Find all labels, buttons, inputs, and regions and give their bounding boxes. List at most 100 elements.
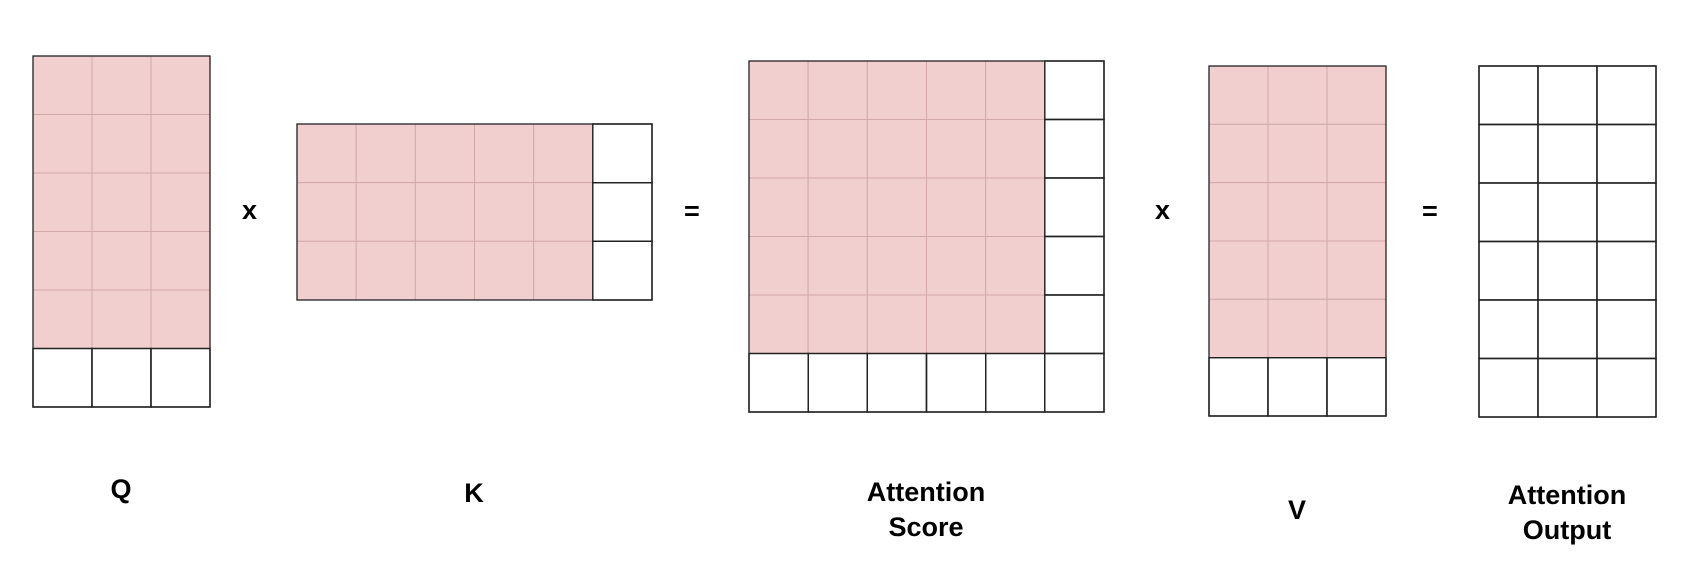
attention-output-grid [1478, 65, 1657, 418]
q-cell-5-0 [32, 347, 93, 408]
attention-output-matrix [1478, 65, 1657, 418]
attention-output-cell-1-1 [1537, 123, 1598, 184]
q-cell-2-0-shaded [32, 172, 93, 232]
k-cell-0-1-shaded [355, 123, 416, 184]
attention-output-cell-5-2 [1596, 357, 1657, 418]
attention-output-cell-3-1 [1537, 240, 1598, 301]
k-grid [296, 123, 653, 301]
attention-output-cell-2-0 [1478, 182, 1539, 243]
attention-score-cell-4-0-shaded [748, 294, 809, 354]
v-cell-0-0-shaded [1208, 65, 1269, 125]
attention-output-cell-5-0 [1478, 357, 1539, 418]
k-cell-2-2-shaded [414, 240, 476, 301]
k-cell-2-0-shaded [296, 240, 357, 301]
attention-score-cell-3-4-shaded [985, 236, 1046, 296]
q-cell-4-1-shaded [91, 289, 152, 349]
q-cell-3-2-shaded [150, 231, 211, 291]
attention-score-cell-1-4-shaded [985, 119, 1046, 179]
attention-score-grid [748, 60, 1105, 413]
k-cell-1-4-shaded [533, 182, 594, 242]
attention-score-cell-2-5 [1044, 177, 1105, 238]
attention-output-label: Attention Output [1507, 480, 1627, 545]
k-cell-1-0-shaded [296, 182, 357, 242]
k-matrix [296, 123, 653, 301]
v-cell-5-1 [1267, 357, 1328, 417]
attention-score-cell-4-5 [1044, 294, 1105, 355]
v-cell-5-0 [1208, 357, 1269, 417]
k-cell-0-0-shaded [296, 123, 357, 184]
equals-operator-1: = [684, 196, 700, 226]
v-frame [1208, 65, 1387, 417]
v-label: V [1287, 495, 1306, 525]
attention-score-frame [748, 60, 1105, 413]
v-cell-0-1-shaded [1267, 65, 1328, 125]
k-cell-1-5 [592, 182, 653, 242]
v-cell-4-2-shaded [1326, 298, 1387, 359]
q-frame [32, 55, 211, 408]
attention-output-cell-5-1 [1537, 357, 1598, 418]
attention-score-cell-2-1-shaded [807, 177, 868, 237]
q-cell-2-2-shaded [150, 172, 211, 232]
q-matrix [32, 55, 211, 408]
attention-score-cell-0-3-shaded [926, 60, 987, 120]
attention-output-cell-0-2 [1596, 65, 1657, 126]
attention-score-cell-1-5 [1044, 118, 1105, 179]
attention-score-cell-5-5 [1044, 352, 1105, 413]
v-cell-0-2-shaded [1326, 65, 1387, 125]
attention-score-cell-3-5 [1044, 235, 1105, 296]
k-cell-0-2-shaded [414, 123, 476, 184]
attention-output-frame [1478, 65, 1657, 418]
v-cell-2-0-shaded [1208, 182, 1269, 242]
attention-score-cell-0-4-shaded [985, 60, 1046, 120]
attention-score-cell-4-2-shaded [866, 294, 928, 354]
k-cell-0-5 [592, 123, 653, 184]
v-cell-5-2 [1326, 357, 1387, 417]
q-cell-0-1-shaded [91, 55, 152, 115]
multiply-operator-2: x [1155, 195, 1171, 225]
v-cell-2-1-shaded [1267, 182, 1328, 242]
attention-output-cell-4-1 [1537, 299, 1598, 360]
q-cell-3-1-shaded [91, 231, 152, 291]
k-cell-1-3-shaded [474, 182, 535, 242]
attention-output-cell-1-2 [1596, 123, 1657, 184]
v-cell-1-0-shaded [1208, 123, 1269, 184]
attention-score-cell-3-3-shaded [926, 236, 987, 296]
k-cell-2-3-shaded [474, 240, 535, 301]
attention-output-cell-4-0 [1478, 299, 1539, 360]
attention-output-cell-0-1 [1537, 65, 1598, 126]
attention-score-cell-5-2 [866, 352, 928, 413]
attention-score-cell-2-4-shaded [985, 177, 1046, 237]
q-cell-4-2-shaded [150, 289, 211, 349]
attention-score-matrix [748, 60, 1105, 413]
attention-score-cell-0-2-shaded [866, 60, 928, 120]
q-cell-1-1-shaded [91, 114, 152, 174]
attention-score-cell-0-0-shaded [748, 60, 809, 120]
q-cell-5-2 [150, 347, 211, 408]
q-cell-1-0-shaded [32, 114, 93, 174]
attention-score-cell-3-1-shaded [807, 236, 868, 296]
attention-score-cell-2-0-shaded [748, 177, 809, 237]
attention-output-cell-0-0 [1478, 65, 1539, 126]
q-grid [32, 55, 211, 408]
attention-score-cell-5-3 [925, 352, 987, 413]
q-label: Q [110, 474, 132, 504]
attention-score-cell-2-2-shaded [866, 177, 928, 237]
v-cell-4-1-shaded [1267, 298, 1328, 359]
v-matrix [1208, 65, 1387, 417]
v-cell-3-0-shaded [1208, 240, 1269, 300]
attention-score-cell-4-1-shaded [807, 294, 868, 354]
k-cell-2-1-shaded [355, 240, 416, 301]
attention-score-cell-0-5 [1044, 60, 1105, 121]
attention-score-cell-5-0 [748, 352, 809, 413]
v-cell-1-2-shaded [1326, 123, 1387, 184]
v-cell-4-0-shaded [1208, 298, 1269, 359]
attention-score-cell-5-1 [807, 352, 868, 413]
q-cell-0-0-shaded [32, 55, 93, 115]
multiply-operator-1: x [242, 195, 258, 225]
attention-score-cell-3-0-shaded [748, 236, 809, 296]
attention-output-cell-1-0 [1478, 123, 1539, 184]
equals-operator-2: = [1422, 196, 1438, 226]
q-cell-0-2-shaded [150, 55, 211, 115]
k-cell-1-1-shaded [355, 182, 416, 242]
